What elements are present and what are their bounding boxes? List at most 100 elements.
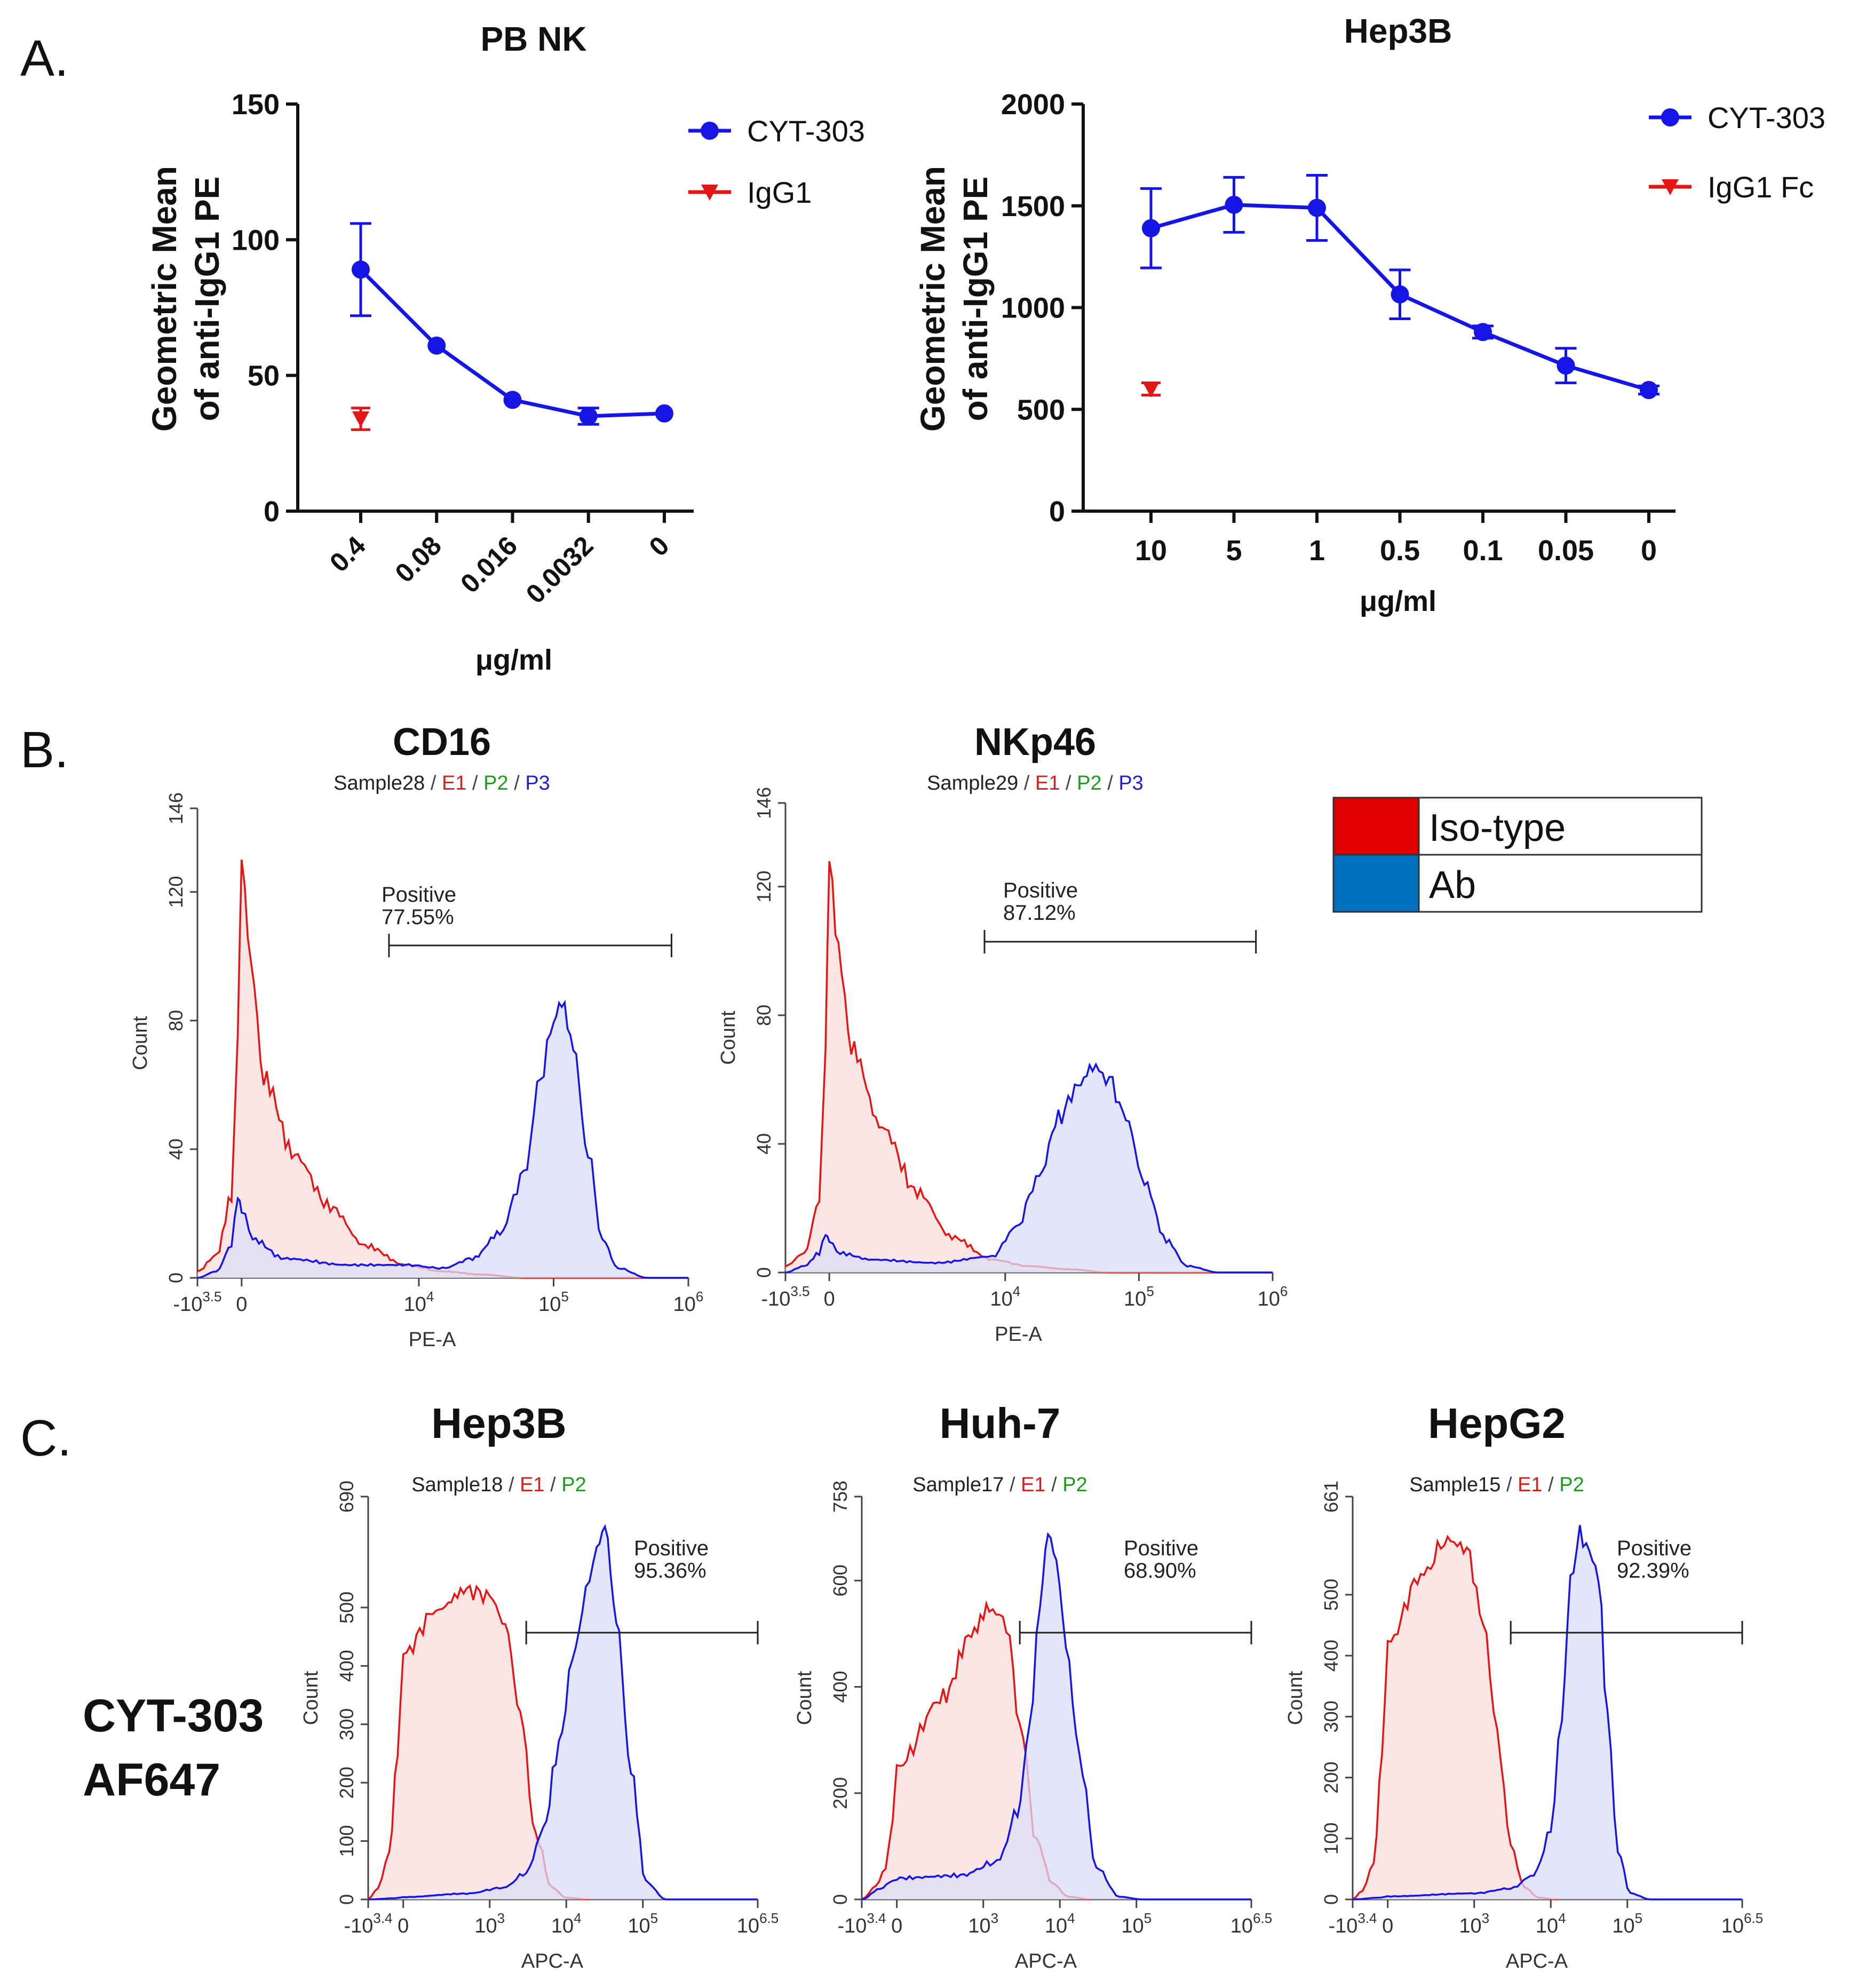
x-tick-exponent: 4 <box>1013 1283 1020 1299</box>
y-tick-label: 100 <box>1320 1823 1342 1855</box>
y-tick-label: 500 <box>1017 394 1065 426</box>
chart-title: PB NK <box>480 20 586 58</box>
subtitle-part-p3: P3 <box>1118 772 1143 794</box>
y-tick-label: 0 <box>829 1894 851 1905</box>
x-tick-base: 0 <box>1382 1915 1393 1937</box>
y-tick-label: 80 <box>753 1005 775 1026</box>
legend-iso-label: Iso-type <box>1429 807 1566 849</box>
x-axis-label: PE-A <box>995 1323 1042 1346</box>
x-tick-label: 104 <box>1045 1910 1075 1937</box>
x-tick-label: -103.4 <box>344 1910 392 1937</box>
y-tick-label: 0 <box>165 1273 187 1283</box>
histogram-title: HepG2 <box>1428 1399 1566 1447</box>
subtitle-part-sep: / <box>1102 772 1119 794</box>
x-tick-base: 10 <box>1230 1915 1253 1937</box>
gate-label: Positive <box>1003 879 1078 902</box>
histogram-subtitle: Sample17 / E1 / P2 <box>912 1474 1087 1496</box>
histogram-fill-ab <box>197 1002 688 1278</box>
x-tick-label: 105 <box>1121 1910 1152 1937</box>
x-axis-label: APC-A <box>1015 1950 1077 1973</box>
y-tick-label: 120 <box>753 871 775 903</box>
y-axis-label: of anti-IgG1 PE <box>956 177 995 422</box>
x-tick-exponent: 4 <box>1558 1910 1566 1926</box>
x-tick-label: 106.5 <box>1721 1910 1763 1937</box>
x-tick-exponent: 6.5 <box>1744 1910 1763 1926</box>
panel-b-label: B. <box>20 721 69 778</box>
y-tick-label: 0 <box>1320 1894 1342 1905</box>
x-tick-base: 10 <box>404 1293 426 1316</box>
y-tick-label: 2000 <box>1001 89 1065 121</box>
subtitle-part-sep: / <box>503 1474 520 1496</box>
y-tick-label: 80 <box>165 1010 187 1031</box>
data-point-cyt303 <box>1557 356 1575 375</box>
x-tick-label: 104 <box>404 1289 434 1316</box>
histogram-title: Huh-7 <box>940 1399 1061 1447</box>
y-tick-label: 0 <box>1049 496 1065 528</box>
subtitle-part-e1: E1 <box>1021 1474 1045 1496</box>
x-tick-exponent: 3.4 <box>1357 1910 1377 1926</box>
x-axis-label: PE-A <box>409 1329 456 1351</box>
legend-marker <box>701 122 719 140</box>
data-point-cyt303 <box>352 260 370 279</box>
y-tick-label: 690 <box>336 1481 358 1513</box>
data-point-cyt303 <box>1640 381 1658 400</box>
x-tick-base: 10 <box>1045 1915 1067 1937</box>
subtitle-part-p2: P2 <box>1559 1474 1584 1496</box>
data-point-cyt303 <box>427 336 446 355</box>
data-point-cyt303 <box>1391 285 1409 304</box>
x-tick-label: 0 <box>644 530 675 562</box>
x-axis-label: APC-A <box>521 1950 584 1973</box>
x-tick-base: 10 <box>737 1915 759 1937</box>
subtitle-part-sample: Sample15 <box>1409 1474 1500 1496</box>
histogram-line-ab <box>861 1532 1251 1900</box>
legend-label: CYT-303 <box>1708 101 1825 134</box>
subtitle-part-sep: / <box>1500 1474 1518 1496</box>
subtitle-part-sep: / <box>425 772 442 794</box>
x-tick-exponent: 6 <box>696 1289 703 1305</box>
x-tick-label: 105 <box>1612 1910 1642 1937</box>
subtitle-part-e1: E1 <box>1518 1474 1542 1496</box>
x-tick-exponent: 5 <box>1635 1910 1642 1926</box>
y-tick-label: 1000 <box>1001 292 1065 324</box>
y-tick-label: 40 <box>753 1133 775 1155</box>
subtitle-part-sep: / <box>1060 772 1077 794</box>
gate-label: Positive <box>1617 1537 1692 1560</box>
histogram-subtitle: Sample28 / E1 / P2 / P3 <box>334 772 550 794</box>
x-axis-label: APC-A <box>1506 1950 1568 1973</box>
subtitle-part-p2: P2 <box>483 772 508 794</box>
y-tick-label: 146 <box>753 787 775 819</box>
x-tick-base: 10 <box>1459 1915 1481 1937</box>
x-tick-exponent: 6.5 <box>759 1910 779 1926</box>
gate-percentage: 92.39% <box>1617 1559 1689 1583</box>
x-tick-base: 0 <box>398 1915 409 1937</box>
legend-marker <box>1661 108 1679 126</box>
x-tick-label: 103 <box>474 1910 505 1937</box>
x-tick-base: -10 <box>173 1293 202 1316</box>
histogram-fill-ab <box>368 1526 758 1899</box>
y-tick-label: 40 <box>165 1139 187 1160</box>
histogram-fill-ab <box>862 1534 1251 1899</box>
subtitle-part-p3: P3 <box>525 772 550 794</box>
y-tick-label: 146 <box>165 792 187 824</box>
histogram-fill-isotype <box>862 1603 1091 1899</box>
legend-label: IgG1 <box>747 176 812 209</box>
subtitle-part-sep: / <box>1018 772 1035 794</box>
y-tick-label: 200 <box>1320 1762 1342 1794</box>
histogram-subtitle: Sample18 / E1 / P2 <box>411 1474 586 1496</box>
x-tick-label: 0 <box>891 1915 902 1937</box>
x-tick-exponent: 3.4 <box>867 1910 886 1926</box>
gate-label: Positive <box>382 883 456 906</box>
x-tick-exponent: 5 <box>1146 1283 1154 1299</box>
x-tick-base: 10 <box>1258 1288 1280 1310</box>
y-tick-label: 200 <box>829 1777 851 1809</box>
gate-percentage: 77.55% <box>382 905 454 929</box>
x-tick-base: 10 <box>673 1293 696 1316</box>
y-tick-label: 661 <box>1320 1481 1342 1513</box>
x-tick-base: 10 <box>538 1293 561 1316</box>
x-tick-label: 1 <box>1309 535 1325 567</box>
x-tick-exponent: 5 <box>1144 1910 1152 1926</box>
gate-label: Positive <box>1124 1537 1198 1560</box>
